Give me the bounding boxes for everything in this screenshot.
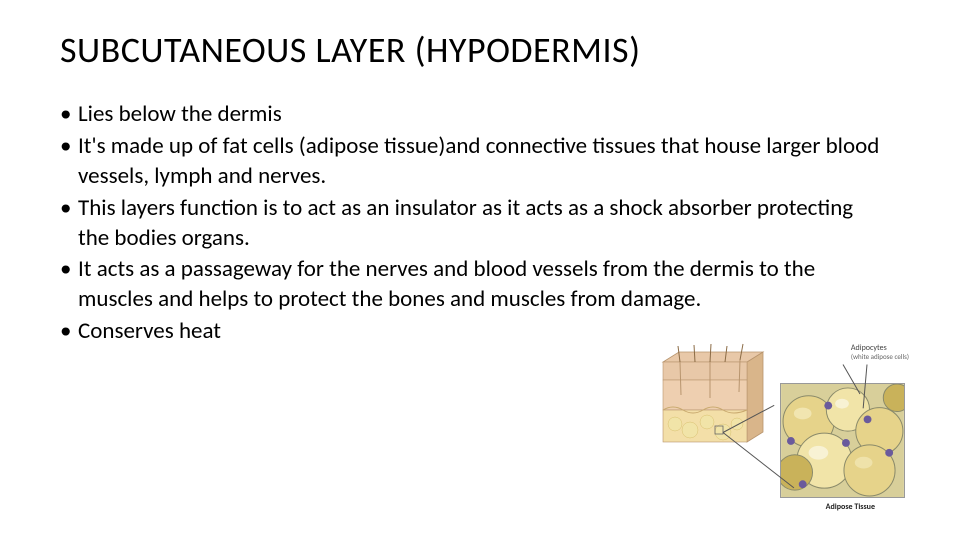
label-adipocytes: Adipocytes (white adipose cells) <box>851 344 909 362</box>
adipose-tissue-diagram <box>780 383 905 498</box>
label-subtext: (white adipose cells) <box>851 352 909 361</box>
slide-title: SUBCUTANEOUS LAYER (HYPODERMIS) <box>60 28 900 72</box>
figure-area: Adipocytes (white adipose cells) Adipose… <box>655 340 905 510</box>
bullet-item: Lies below the dermis <box>60 100 880 130</box>
bullet-list: Lies below the dermis It's made up of fa… <box>60 100 880 347</box>
label-adipose-tissue: Adipose Tissue <box>826 502 875 512</box>
slide: SUBCUTANEOUS LAYER (HYPODERMIS) Lies bel… <box>0 0 960 540</box>
bullet-item: It's made up of fat cells (adipose tissu… <box>60 132 880 192</box>
bullet-item: It acts as a passageway for the nerves a… <box>60 255 880 315</box>
bullet-item: This layers function is to act as an ins… <box>60 194 880 254</box>
skin-cross-section-diagram <box>655 340 765 450</box>
